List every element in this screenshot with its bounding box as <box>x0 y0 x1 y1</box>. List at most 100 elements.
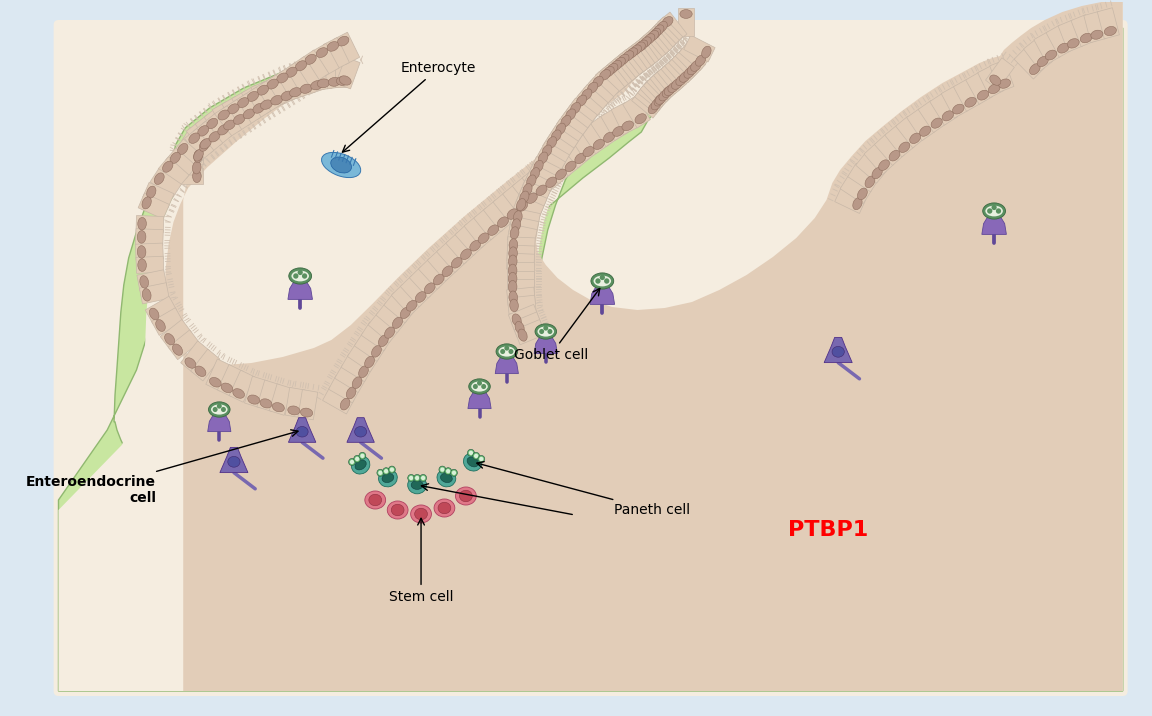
Polygon shape <box>622 44 651 75</box>
Ellipse shape <box>198 125 209 136</box>
Text: Stem cell: Stem cell <box>388 518 453 604</box>
Circle shape <box>508 349 514 354</box>
Ellipse shape <box>467 457 478 467</box>
Polygon shape <box>650 68 680 100</box>
Ellipse shape <box>613 127 624 136</box>
Ellipse shape <box>538 152 548 164</box>
Circle shape <box>378 470 382 475</box>
Polygon shape <box>173 139 204 170</box>
Polygon shape <box>623 96 651 128</box>
Ellipse shape <box>509 238 517 251</box>
Polygon shape <box>1071 14 1096 47</box>
Ellipse shape <box>622 121 634 130</box>
Polygon shape <box>630 37 659 69</box>
Ellipse shape <box>983 203 1006 219</box>
Polygon shape <box>369 312 399 343</box>
Circle shape <box>505 346 509 351</box>
Circle shape <box>415 475 419 480</box>
Polygon shape <box>165 2 1123 691</box>
Polygon shape <box>473 208 503 240</box>
Polygon shape <box>400 276 431 307</box>
Polygon shape <box>281 69 305 100</box>
Ellipse shape <box>199 140 209 151</box>
Ellipse shape <box>691 60 702 72</box>
Polygon shape <box>602 59 632 91</box>
Polygon shape <box>232 91 258 123</box>
Circle shape <box>468 450 475 456</box>
Polygon shape <box>257 380 280 412</box>
Ellipse shape <box>630 45 642 55</box>
Ellipse shape <box>535 324 556 339</box>
Circle shape <box>600 275 605 280</box>
Ellipse shape <box>248 395 259 404</box>
Ellipse shape <box>301 408 312 417</box>
Ellipse shape <box>327 42 339 52</box>
Polygon shape <box>532 160 561 192</box>
Ellipse shape <box>209 402 230 417</box>
Ellipse shape <box>1091 30 1102 39</box>
Polygon shape <box>468 383 491 409</box>
Ellipse shape <box>566 161 576 172</box>
Polygon shape <box>262 77 286 109</box>
Ellipse shape <box>433 274 445 285</box>
Ellipse shape <box>260 100 272 110</box>
Polygon shape <box>273 69 301 101</box>
Ellipse shape <box>434 499 455 517</box>
Ellipse shape <box>919 126 931 136</box>
Polygon shape <box>510 208 540 229</box>
Circle shape <box>604 279 609 284</box>
Ellipse shape <box>514 211 522 223</box>
Ellipse shape <box>200 138 211 149</box>
Ellipse shape <box>649 102 658 114</box>
Circle shape <box>439 466 446 473</box>
Polygon shape <box>507 287 536 306</box>
Polygon shape <box>507 253 535 270</box>
Ellipse shape <box>146 186 156 198</box>
Ellipse shape <box>173 344 182 355</box>
Ellipse shape <box>281 91 293 100</box>
Ellipse shape <box>655 94 666 105</box>
Circle shape <box>302 274 308 279</box>
Circle shape <box>450 469 457 476</box>
Polygon shape <box>606 56 636 87</box>
Circle shape <box>297 270 303 275</box>
Ellipse shape <box>604 67 614 77</box>
Polygon shape <box>484 200 513 232</box>
Polygon shape <box>409 267 439 298</box>
Ellipse shape <box>206 118 218 129</box>
Polygon shape <box>263 74 290 107</box>
Ellipse shape <box>509 247 517 259</box>
Ellipse shape <box>291 271 309 281</box>
Polygon shape <box>335 364 366 392</box>
Circle shape <box>354 455 361 463</box>
Ellipse shape <box>508 255 517 268</box>
Polygon shape <box>229 370 255 402</box>
Ellipse shape <box>487 225 499 236</box>
Ellipse shape <box>243 109 255 119</box>
Polygon shape <box>1014 48 1045 79</box>
Polygon shape <box>195 115 225 146</box>
Polygon shape <box>176 146 205 165</box>
Ellipse shape <box>650 28 660 39</box>
Polygon shape <box>520 180 551 205</box>
Ellipse shape <box>228 104 240 114</box>
Polygon shape <box>636 32 666 64</box>
Ellipse shape <box>253 103 265 113</box>
Polygon shape <box>176 137 207 165</box>
Circle shape <box>547 329 553 334</box>
Ellipse shape <box>410 505 432 523</box>
Circle shape <box>420 475 425 480</box>
Polygon shape <box>978 65 1003 97</box>
Ellipse shape <box>627 48 638 58</box>
Circle shape <box>539 329 544 334</box>
Ellipse shape <box>555 123 566 135</box>
Polygon shape <box>631 88 662 118</box>
Polygon shape <box>270 384 291 415</box>
Ellipse shape <box>526 175 536 187</box>
Ellipse shape <box>415 508 427 520</box>
Circle shape <box>361 454 364 458</box>
Ellipse shape <box>688 64 698 74</box>
Circle shape <box>350 460 354 464</box>
Ellipse shape <box>561 115 571 127</box>
Circle shape <box>479 457 484 461</box>
